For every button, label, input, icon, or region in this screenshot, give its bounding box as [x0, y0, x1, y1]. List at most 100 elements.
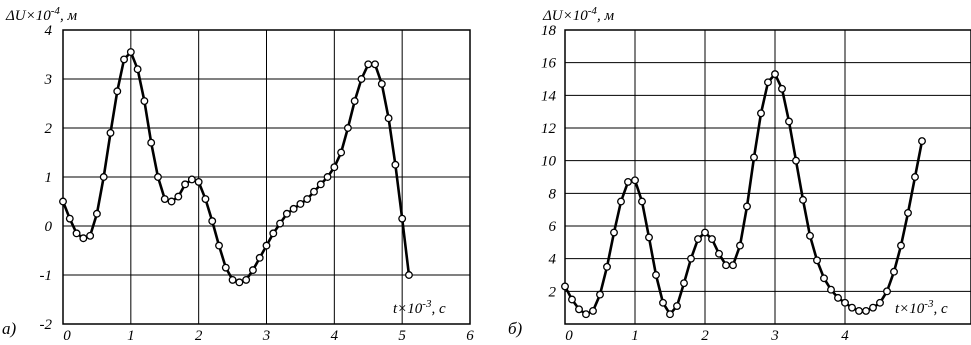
- data-point: [391, 160, 400, 169]
- data-point: [918, 137, 926, 146]
- x-tick-label: 3: [770, 328, 779, 344]
- data-point: [659, 298, 667, 307]
- y-tick-label: -1: [40, 268, 53, 284]
- grid: [62, 29, 471, 325]
- data-point: [269, 229, 278, 238]
- data-point: [221, 263, 230, 272]
- data-point: [364, 60, 373, 69]
- data-point: [652, 271, 660, 279]
- data-point: [120, 55, 128, 64]
- data-point: [154, 173, 162, 181]
- plot-frame: [564, 29, 971, 325]
- y-tick-label: 2: [45, 121, 53, 137]
- y-tick-label: 10: [541, 154, 557, 170]
- y-tick-label: 6: [549, 219, 557, 235]
- y-tick-label: 4: [549, 252, 557, 268]
- data-point: [79, 234, 88, 243]
- data-point: [377, 79, 386, 88]
- x-tick-label: 6: [466, 328, 474, 344]
- data-point: [99, 173, 108, 181]
- data-point: [194, 177, 203, 186]
- data-point: [750, 153, 758, 162]
- data-point: [848, 303, 856, 312]
- data-point: [715, 249, 723, 258]
- data-point: [86, 231, 95, 240]
- data-point: [181, 180, 190, 189]
- data-point: [337, 148, 346, 157]
- data-point: [126, 48, 135, 56]
- data-point: [673, 302, 681, 310]
- data-point: [596, 290, 604, 299]
- data-point: [289, 204, 298, 213]
- data-point: [876, 298, 884, 307]
- data-point: [771, 70, 779, 79]
- data-point: [133, 65, 142, 74]
- y-tick-label: 0: [45, 219, 53, 235]
- data-point: [398, 214, 407, 223]
- data-point: [778, 84, 786, 93]
- data-point: [792, 156, 800, 165]
- data-point: [582, 310, 590, 319]
- data-point: [167, 197, 176, 206]
- data-point: [262, 241, 271, 250]
- data-point: [405, 271, 413, 279]
- y-tick-label: 1: [45, 170, 53, 186]
- x-tick-label: 4: [331, 328, 339, 344]
- y-tick-label: 14: [541, 88, 557, 104]
- y-tick-label: -2: [40, 317, 53, 333]
- series-line: [563, 72, 924, 316]
- data-point: [820, 274, 828, 283]
- data-point: [147, 138, 156, 147]
- data-point: [603, 262, 611, 271]
- data-point: [743, 202, 751, 211]
- x-tick-label: 3: [262, 328, 271, 344]
- data-point: [215, 241, 223, 250]
- data-point: [242, 275, 251, 284]
- data-point: [282, 209, 291, 218]
- y-tick-label: 18: [541, 23, 557, 39]
- data-point: [72, 229, 81, 238]
- data-point: [617, 197, 625, 206]
- data-point: [722, 261, 730, 270]
- data-point: [911, 173, 919, 181]
- data-point: [323, 173, 332, 181]
- x-tick-label: 0: [63, 328, 71, 344]
- data-point: [330, 163, 339, 172]
- grid: [564, 29, 971, 324]
- y-axis-label: ΔU×10-4, м: [5, 5, 77, 24]
- data-point: [208, 217, 217, 226]
- data-point: [343, 124, 352, 132]
- y-tick-label: 2: [549, 284, 557, 300]
- data-point: [59, 197, 67, 206]
- data-point: [357, 75, 366, 83]
- data-point: [862, 306, 870, 315]
- data-point: [384, 114, 393, 123]
- data-point: [160, 195, 169, 203]
- data-point: [610, 228, 618, 237]
- data-point: [687, 254, 695, 263]
- x-axis-label: t×10-3, с: [393, 298, 446, 317]
- data-point: [694, 235, 702, 244]
- data-point: [827, 285, 835, 294]
- data-point: [757, 109, 765, 118]
- data-point: [575, 305, 583, 314]
- data-point: [106, 128, 115, 137]
- data-point: [799, 195, 807, 204]
- y-tick-label: 4: [45, 23, 53, 39]
- data-point: [296, 199, 305, 208]
- data-point: [310, 187, 318, 196]
- data-point: [624, 177, 632, 186]
- y-axis-label: ΔU×10-4, м: [542, 5, 614, 24]
- data-point: [201, 195, 210, 203]
- data-point: [834, 293, 842, 302]
- data-point: [561, 282, 569, 291]
- data-point: [841, 298, 849, 307]
- data-point: [140, 97, 149, 105]
- data-point: [303, 195, 312, 203]
- data-point: [806, 231, 814, 240]
- data-point: [736, 241, 744, 250]
- data-point: [92, 209, 101, 218]
